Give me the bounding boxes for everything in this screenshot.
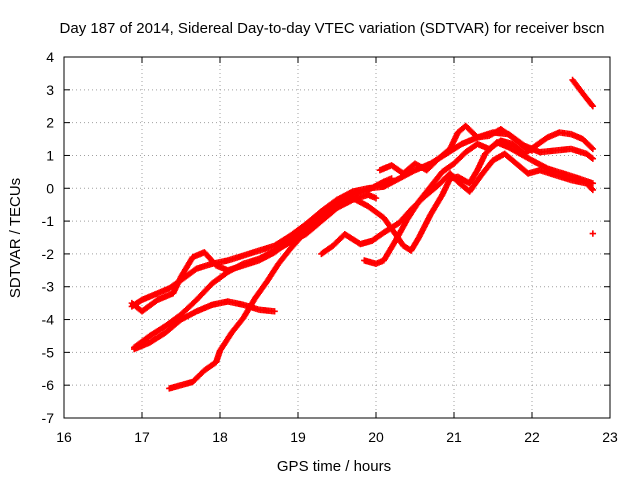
series-track-3 (131, 191, 380, 351)
data-series (128, 76, 597, 392)
data-point (589, 145, 597, 153)
x-tick-label: 22 (524, 429, 540, 445)
y-tick-label: 4 (46, 49, 54, 65)
x-tick-label: 18 (212, 429, 228, 445)
data-point (528, 147, 536, 154)
y-tick-label: 0 (46, 180, 54, 196)
y-tick-label: -6 (42, 377, 55, 393)
y-tick-label: -2 (42, 246, 55, 262)
series-track-7 (361, 129, 597, 267)
data-point (589, 180, 597, 187)
series-track-10 (589, 230, 597, 237)
x-tick-label: 17 (134, 429, 150, 445)
x-axis-label: GPS time / hours (277, 458, 391, 475)
data-point (388, 175, 395, 182)
y-tick-label: 1 (46, 147, 54, 163)
y-tick-label: 3 (46, 82, 54, 98)
series-track-8 (376, 122, 536, 177)
x-tick-label: 19 (290, 429, 306, 445)
y-tick-label: -5 (42, 344, 55, 360)
data-point (271, 308, 278, 315)
y-axis-label: SDTVAR / TECUs (7, 178, 24, 298)
y-tick-label: -1 (42, 213, 55, 229)
data-point (588, 144, 595, 151)
data-point (588, 101, 596, 109)
y-tick-label: -4 (42, 312, 55, 328)
data-point (589, 155, 597, 162)
x-tick-label: 16 (56, 429, 72, 445)
data-point (588, 154, 595, 161)
data-point (589, 186, 597, 194)
plot-frame (63, 56, 611, 419)
chart-title: Day 187 of 2014, Sidereal Day-to-day VTE… (60, 20, 605, 37)
y-axis-ticks: -7 -6 -5 -4 -3 -2 -1 0 1 2 3 4 (42, 49, 610, 426)
y-tick-label: -7 (42, 410, 55, 426)
data-point (372, 194, 380, 202)
data-point (589, 103, 597, 110)
series-track-2 (131, 298, 278, 353)
x-tick-label: 20 (368, 429, 384, 445)
x-axis-ticks: 16 17 18 19 20 21 22 23 (56, 57, 618, 445)
x-tick-label: 21 (446, 429, 462, 445)
series-track-9 (569, 76, 597, 110)
data-point (589, 230, 597, 237)
y-tick-label: -3 (42, 279, 55, 295)
data-point (588, 185, 595, 193)
x-tick-label: 23 (602, 429, 618, 445)
y-tick-label: 2 (46, 115, 54, 131)
grid (64, 57, 610, 418)
